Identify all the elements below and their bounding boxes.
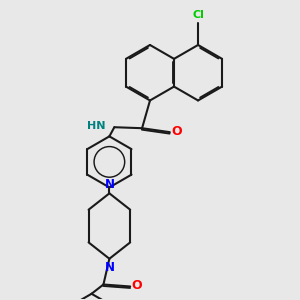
Text: O: O	[171, 125, 182, 138]
Text: HN: HN	[87, 121, 105, 131]
Text: Cl: Cl	[192, 10, 204, 20]
Text: N: N	[104, 261, 114, 274]
Text: N: N	[104, 178, 114, 191]
Text: O: O	[132, 279, 142, 292]
